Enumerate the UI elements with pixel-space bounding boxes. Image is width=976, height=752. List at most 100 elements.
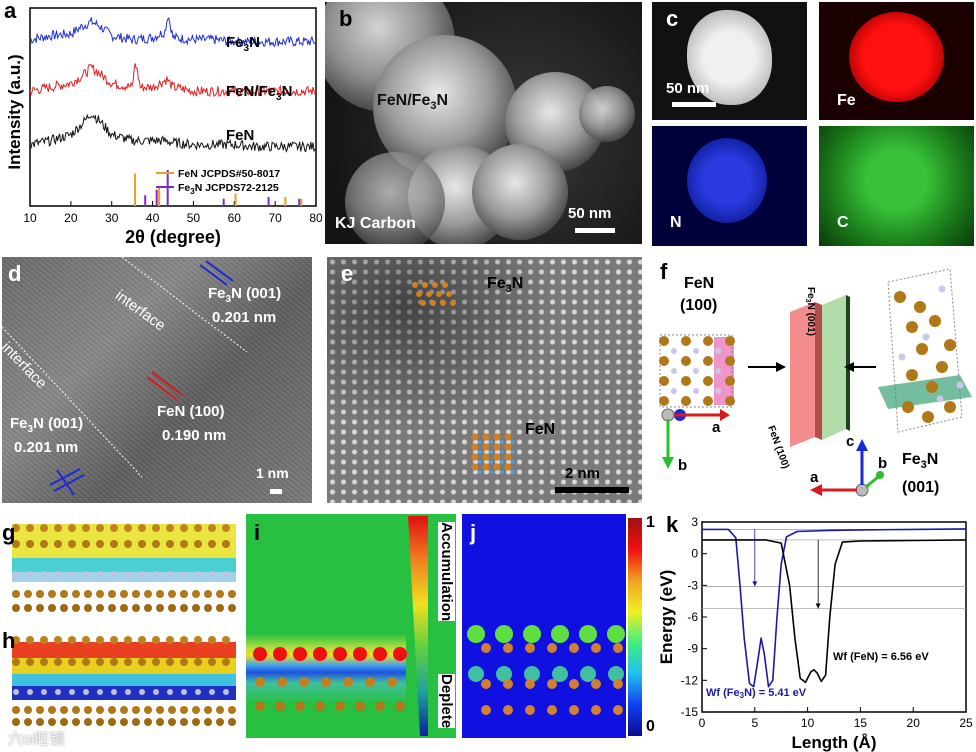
- n-atom: [41, 689, 47, 695]
- sem-scale-text: 50 nm: [568, 205, 612, 222]
- fe-atom: [60, 706, 68, 714]
- fe-atom: [24, 706, 32, 714]
- wf-xtick-label-20: 20: [907, 716, 921, 730]
- fe-atom: [613, 643, 623, 653]
- fen-overlay-n-atom: [511, 460, 515, 464]
- n-atom: [153, 571, 159, 577]
- fe-atom: [216, 604, 224, 612]
- fe-atom: [82, 636, 90, 644]
- sem-spheres: [325, 2, 635, 244]
- panel-label-f: f: [660, 259, 668, 284]
- fen-n-atom: [671, 388, 677, 394]
- fen-fe-atom: [725, 356, 735, 366]
- fen-overlay-n-atom: [500, 470, 504, 474]
- n-atom: [41, 571, 47, 577]
- n-atom: [83, 571, 89, 577]
- fe-atom: [194, 524, 202, 532]
- n-atom: [209, 689, 215, 695]
- hrtem-scale-bar: [270, 489, 282, 494]
- slab-h: [12, 636, 236, 726]
- fe-atom: [194, 636, 202, 644]
- fen-axes: [661, 408, 730, 469]
- panel-g-charge-density: g: [0, 514, 240, 618]
- wf-ytick-label--9: -9: [687, 642, 698, 656]
- fe-atom: [591, 679, 601, 689]
- hrtem-scale-text: 1 nm: [256, 465, 289, 481]
- fe3n-overlay-atom: [450, 300, 456, 306]
- fe3n-plane: (001): [902, 479, 940, 496]
- xrd-tick-label-80: 80: [309, 211, 322, 225]
- fe-atom: [40, 524, 48, 532]
- fe-atom: [355, 701, 365, 711]
- plane-fe3n-label: Fe3N (001): [804, 287, 816, 336]
- fe-atom: [96, 540, 104, 548]
- fen-fe-atom: [703, 336, 713, 346]
- fe-atom: [36, 604, 44, 612]
- accumulation-blob: [253, 647, 267, 661]
- fe-atom: [343, 677, 353, 687]
- fen-overlay-n-atom: [489, 460, 493, 464]
- n-atom: [181, 689, 187, 695]
- fe-atom: [166, 636, 174, 644]
- fe-atom: [68, 540, 76, 548]
- fe-atom: [503, 705, 513, 715]
- fe3n-axis-c: c: [846, 433, 855, 450]
- n-atom: [139, 571, 145, 577]
- sem-label-carbon: KJ Carbon: [335, 215, 416, 232]
- xrd-series: [29, 17, 317, 153]
- fe-atom: [192, 590, 200, 598]
- n-atom: [27, 571, 33, 577]
- fe3n-overlay-atom: [430, 300, 436, 306]
- fe-atom: [60, 590, 68, 598]
- fe-atom: [138, 658, 146, 666]
- fe-atom: [108, 590, 116, 598]
- hrtem-fe3n-bottom: Fe3N (001): [10, 415, 84, 435]
- fe-atom: [36, 718, 44, 726]
- fen-n-atom: [715, 348, 721, 354]
- fe-atom: [132, 706, 140, 714]
- wf-ytick-label--6: -6: [687, 610, 698, 624]
- fe-atom: [12, 718, 20, 726]
- fe-atom: [138, 540, 146, 548]
- wf-ytick-label--3: -3: [687, 578, 698, 592]
- fe3n-fe-atom: [914, 301, 926, 313]
- fen-fe-atom: [659, 396, 669, 406]
- fe-atom: [68, 658, 76, 666]
- eds-c-label: C: [837, 214, 849, 231]
- fen-overlay-n-atom: [478, 470, 482, 474]
- fe3n-fe-atom: [922, 411, 934, 423]
- fen-overlay-atom: [504, 443, 512, 451]
- fe-atom: [228, 604, 236, 612]
- fe-atom: [152, 524, 160, 532]
- xrd-plot-frame: [29, 7, 317, 207]
- fe3n-n-atom: [938, 285, 946, 293]
- n-atom: [195, 689, 201, 695]
- panel-label-i: i: [254, 520, 261, 545]
- fen-title: FeN: [684, 275, 715, 292]
- n-atom: [69, 571, 75, 577]
- accumulation-blob: [353, 647, 367, 661]
- fen-n-atom: [693, 368, 699, 374]
- xrd-tick-label-10: 10: [23, 211, 37, 225]
- elf-blob: [607, 625, 625, 643]
- fe-atom: [40, 636, 48, 644]
- fe-atom: [54, 636, 62, 644]
- fe-atom: [228, 706, 236, 714]
- fe3n-overlay-atom: [432, 282, 438, 288]
- fe-atom: [12, 524, 20, 532]
- fen-fe-atom: [703, 396, 713, 406]
- fe-atom: [321, 677, 331, 687]
- wf-annot-fe3n: Wf (Fe3N) = 5.41 eV: [706, 687, 807, 700]
- fe-atom: [84, 604, 92, 612]
- fe-atom: [120, 718, 128, 726]
- fen-overlay-n-atom: [489, 470, 493, 474]
- hrtem-fe3n-top: Fe3N (001): [208, 285, 282, 305]
- haadf-fe3n-label: Fe3N: [487, 275, 524, 296]
- accumulation-blob: [393, 647, 407, 661]
- j-colorbar-max: 1: [646, 514, 655, 531]
- elf-blob: [523, 625, 541, 643]
- fe-atom: [255, 677, 265, 687]
- fen-fe-atom: [725, 376, 735, 386]
- fen-overlay-atom: [493, 443, 501, 451]
- fe-atom: [228, 718, 236, 726]
